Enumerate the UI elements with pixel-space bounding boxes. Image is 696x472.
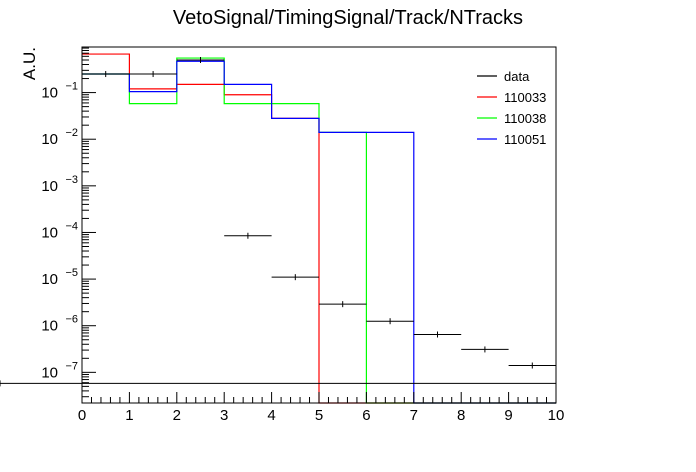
y-tick-exponent: −4 [65,220,78,232]
x-tick-label: 4 [267,407,275,424]
chart-title: VetoSignal/TimingSignal/Track/NTracks [173,7,523,29]
x-tick-label: 3 [220,407,228,424]
legend-label-110033: 110033 [504,90,546,105]
legend-label-110051: 110051 [504,132,546,147]
x-tick-label: 9 [504,407,512,424]
x-tick-label: 10 [548,407,565,424]
y-axis-label: A.U. [20,47,39,80]
x-tick-label: 8 [457,407,465,424]
y-tick-exponent: −6 [65,314,78,326]
legend-label-data: data [504,69,530,84]
y-tick-label: 10 [41,178,58,195]
x-tick-label: 2 [173,407,181,424]
y-tick-label: 10 [41,271,58,288]
y-tick-label: 10 [41,85,58,102]
y-tick-label: 10 [41,318,58,335]
legend-label-110038: 110038 [504,111,546,126]
axes: 0 1 2 3 4 5 6 7 8 9 10 10 −7 10 −6 10 −5 10 −4 10 −3 10 −2 10 −1 [41,46,565,424]
y-tick-exponent: −3 [65,174,78,186]
x-tick-label: 5 [315,407,323,424]
x-tick-label: 1 [125,407,133,424]
y-tick-label: 10 [41,364,58,381]
y-tick-label: 10 [41,131,58,148]
x-tick-label: 7 [410,407,418,424]
legend: data 110033 110038 110051 [477,69,546,147]
x-tick-label: 6 [362,407,370,424]
x-tick-label: 0 [78,407,86,424]
y-tick-exponent: −1 [65,81,78,93]
y-tick-exponent: −7 [65,360,78,372]
y-tick-exponent: −5 [65,267,78,279]
y-tick-exponent: −2 [65,127,78,139]
y-tick-label: 10 [41,224,58,241]
